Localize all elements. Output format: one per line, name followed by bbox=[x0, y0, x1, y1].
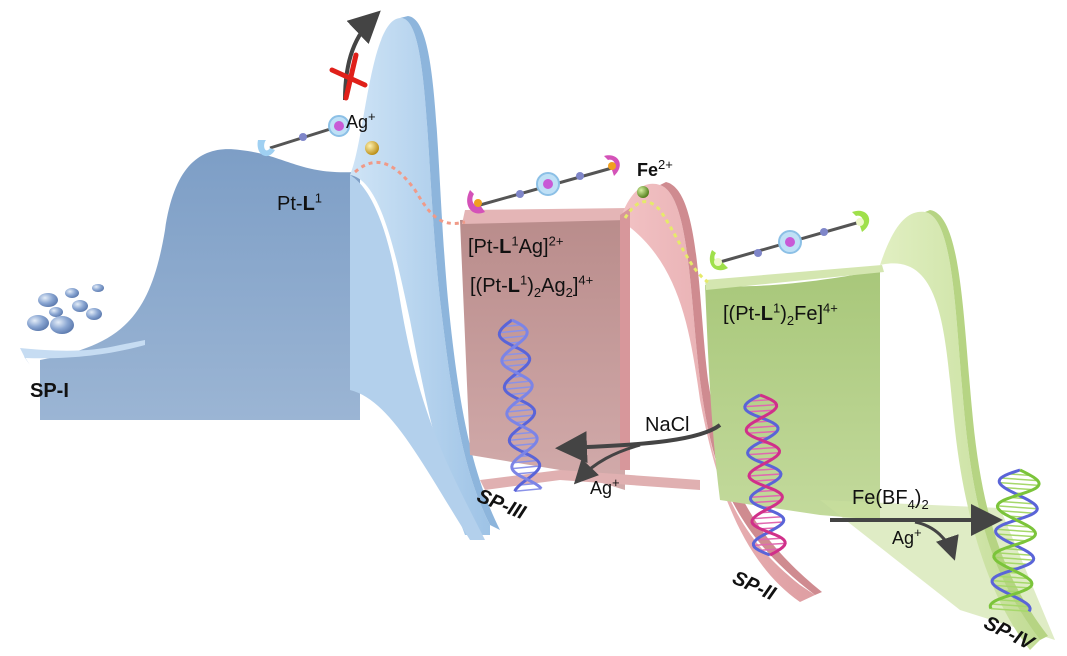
helix-rung bbox=[748, 409, 774, 413]
helix-rung bbox=[992, 579, 1032, 585]
helix-rung bbox=[994, 584, 1029, 589]
helix-rung bbox=[756, 537, 782, 541]
helix-rung bbox=[509, 436, 538, 442]
helix-rung bbox=[1001, 500, 1035, 505]
helix-rung bbox=[749, 446, 778, 450]
helix-rung bbox=[1003, 538, 1027, 542]
helix-rung bbox=[512, 465, 540, 470]
helix-rung bbox=[500, 335, 527, 339]
fe-pathway bbox=[623, 200, 709, 284]
blocked-arrow bbox=[329, 10, 381, 101]
label-pt-l1-2-fe: [(Pt-L1)2Fe]4+ bbox=[723, 300, 838, 328]
helix-sp-iv bbox=[988, 468, 1041, 613]
helix-strand bbox=[744, 393, 787, 557]
helix-rung bbox=[505, 363, 528, 368]
helix-rung bbox=[503, 324, 522, 328]
fe-bf4-arrow bbox=[830, 504, 1003, 561]
wall-barrier-1 bbox=[350, 16, 500, 540]
label-pt-l1: Pt-L1 bbox=[277, 190, 323, 215]
helix-rung bbox=[504, 385, 533, 391]
helix-rung bbox=[995, 551, 1033, 557]
label-nacl: NaCl bbox=[645, 414, 690, 436]
helix-strand bbox=[990, 468, 1039, 613]
label-sp-i: SP-I bbox=[30, 380, 69, 402]
helix-strand bbox=[497, 318, 542, 492]
helix-rung bbox=[507, 408, 535, 413]
helix-rung bbox=[511, 403, 529, 407]
helix-rung bbox=[512, 431, 534, 436]
helix-rung bbox=[753, 478, 778, 482]
ag-ion bbox=[365, 141, 379, 155]
helix-strand bbox=[988, 468, 1041, 610]
helix-rung bbox=[753, 542, 786, 547]
wall-barrier-2 bbox=[620, 182, 822, 603]
label-pt-l1-2-ag2: [(Pt-L1)2Ag2]4+ bbox=[470, 272, 594, 300]
helix-rung bbox=[998, 561, 1029, 566]
helix-rung bbox=[746, 425, 778, 429]
label-ag-release-2: Ag+ bbox=[892, 525, 922, 548]
helix-rung bbox=[758, 548, 781, 552]
helix-rung bbox=[501, 357, 530, 362]
helix-rung bbox=[753, 516, 783, 520]
helix-rung bbox=[747, 430, 777, 434]
helix-rung bbox=[509, 392, 529, 396]
ag-pathway bbox=[354, 160, 466, 225]
label-pt-l1-ag: [Pt-L1Ag]2+ bbox=[468, 233, 564, 258]
helix-rung bbox=[499, 329, 527, 334]
label-fe-bf4: Fe(BF4)2 bbox=[852, 487, 929, 512]
helix-rung bbox=[505, 380, 531, 385]
helix-rung bbox=[1002, 524, 1030, 528]
helix-strand bbox=[743, 393, 786, 557]
helix-rung bbox=[504, 352, 527, 356]
helix-rung bbox=[749, 398, 772, 402]
helix-rung bbox=[748, 473, 782, 477]
helix-strand bbox=[500, 318, 543, 490]
helix-rung bbox=[750, 494, 783, 499]
helix-sp-iii bbox=[497, 318, 543, 492]
fe-ion bbox=[637, 186, 649, 198]
helix-rung bbox=[512, 442, 536, 447]
panel-sp-i bbox=[20, 149, 360, 420]
helix-rung bbox=[752, 468, 777, 472]
helix-rung bbox=[508, 414, 534, 419]
helix-rung bbox=[1004, 486, 1033, 491]
nacl-arrow bbox=[555, 423, 722, 485]
helix-rung bbox=[1000, 510, 1034, 514]
helix-rung bbox=[990, 607, 1030, 613]
helix-rung bbox=[747, 451, 780, 456]
helix-rung bbox=[513, 459, 538, 464]
helix-rung bbox=[514, 488, 542, 492]
helix-rung bbox=[516, 471, 537, 475]
helix-rung bbox=[993, 556, 1034, 561]
helix-rung bbox=[999, 481, 1039, 487]
label-ag-release-1: Ag+ bbox=[590, 475, 620, 498]
label-fe-ion: Fe2+ bbox=[637, 157, 673, 180]
wall-barrier-3 bbox=[880, 210, 1048, 650]
helix-rung bbox=[1000, 477, 1038, 482]
helix-rung bbox=[991, 603, 1030, 608]
helix-sp-ii bbox=[743, 393, 787, 557]
helix-rung bbox=[752, 500, 781, 504]
molecule-pt-l1-ag bbox=[467, 155, 620, 214]
molecule-pt-l1 bbox=[257, 115, 350, 157]
sp-i-particles bbox=[27, 284, 104, 334]
helix-rung bbox=[997, 598, 1024, 603]
label-ag-ion: Ag+ bbox=[346, 109, 376, 132]
molecule-pt-l1-fe bbox=[709, 210, 870, 271]
helix-rung bbox=[752, 521, 784, 525]
helix-rung bbox=[997, 505, 1038, 510]
helix-rung bbox=[744, 403, 777, 408]
helix-rung bbox=[996, 575, 1029, 580]
